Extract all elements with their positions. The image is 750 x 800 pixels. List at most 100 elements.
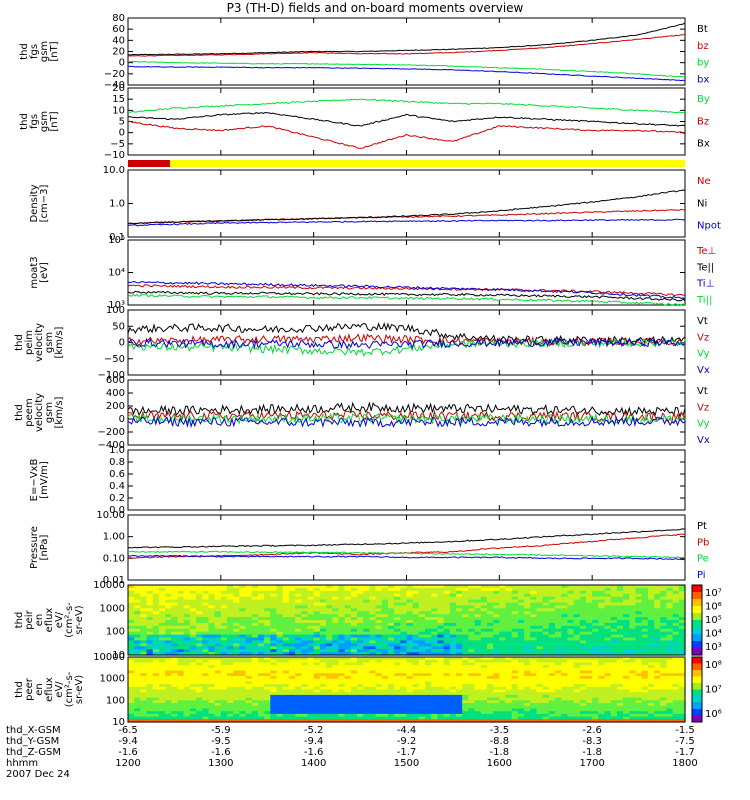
spectrogram-cell <box>251 694 259 699</box>
spectrogram-cell <box>437 599 445 604</box>
spectrogram-cell <box>660 662 668 666</box>
spectrogram-cell <box>431 684 439 688</box>
spectrogram-cell <box>313 625 321 630</box>
spectrogram-cell <box>363 614 370 618</box>
spectrogram-cell <box>672 708 680 712</box>
spectrogram-cell <box>493 631 500 636</box>
spectrogram-cell <box>449 631 457 636</box>
spectrogram-cell <box>474 599 482 604</box>
spectrogram-cell <box>369 662 377 666</box>
spectrogram-cell <box>270 692 278 696</box>
spectrogram-cell <box>561 640 569 644</box>
series-line-Pb <box>127 533 686 559</box>
spectrogram-cell <box>326 681 333 685</box>
spectrogram-cell <box>394 599 401 604</box>
legend-entry: Pt <box>697 521 707 532</box>
spectrogram-cell <box>264 620 271 624</box>
footer-tick-value: -1.5 <box>675 725 695 736</box>
spectrogram-cell <box>480 713 488 718</box>
spectrogram-cell <box>536 628 544 633</box>
spectrogram-cell <box>301 590 309 595</box>
spectrogram-cell <box>369 659 377 664</box>
spectrogram-cell <box>387 667 395 672</box>
spectrogram-cell <box>208 622 216 627</box>
spectrogram-cell <box>585 599 593 604</box>
legend-entry: Ti|| <box>696 295 712 306</box>
spectrogram-cell <box>338 670 346 674</box>
spectrogram-cell <box>468 614 476 618</box>
spectrogram-cell <box>251 697 259 701</box>
legend-entry: Ti⊥ <box>696 279 714 290</box>
spectrogram-cell <box>555 667 562 672</box>
spectrogram-cell <box>220 703 228 707</box>
spectrogram-cell <box>387 659 395 664</box>
spectrogram-cell <box>183 719 191 723</box>
spectrogram-cell <box>276 716 284 720</box>
spectrogram-cell <box>579 614 587 618</box>
spectrogram-cell <box>462 708 469 712</box>
spectrogram-cell <box>381 649 389 653</box>
colorbar-segment <box>692 604 702 607</box>
spectrogram-cell <box>189 596 197 601</box>
spectrogram-cell <box>307 657 315 661</box>
spectrogram-cell <box>610 640 618 644</box>
spectrogram-cell <box>245 605 253 609</box>
spectrogram-cell <box>530 692 538 696</box>
spectrogram-cell <box>524 625 531 630</box>
spectrogram-cell <box>394 620 401 624</box>
spectrogram-cell <box>276 599 284 604</box>
y-tick-label: 40 <box>112 35 125 46</box>
spectrogram-cell <box>369 646 377 650</box>
spectrogram-cell <box>128 673 135 677</box>
spectrogram-cell <box>375 719 383 723</box>
spectrogram-cell <box>468 649 476 653</box>
spectrogram-cell <box>257 652 265 656</box>
spectrogram-cell <box>276 713 284 718</box>
spectrogram-cell <box>189 673 197 677</box>
spectrogram-cell <box>257 585 265 589</box>
spectrogram-cell <box>678 692 686 696</box>
spectrogram-cell <box>406 628 414 633</box>
spectrogram-cell <box>542 673 550 677</box>
spectrogram-cell <box>257 716 265 720</box>
spectrogram-cell <box>251 620 259 624</box>
spectrogram-cell <box>214 667 222 672</box>
colorbar-frame <box>691 584 703 656</box>
spectrogram-cell <box>220 602 228 607</box>
spectrogram-cell <box>158 692 166 696</box>
spectrogram-cell <box>542 625 550 630</box>
spectrogram-cell <box>189 700 197 704</box>
spectrogram-cell <box>672 675 680 680</box>
spectrogram-cell <box>356 605 364 609</box>
spectrogram-cell <box>270 673 278 677</box>
spectrogram-cell <box>177 608 185 612</box>
spectrogram-cell <box>629 640 637 644</box>
spectrogram-cell <box>511 631 519 636</box>
spectrogram-cell <box>369 628 377 633</box>
spectrogram-cell <box>548 708 556 712</box>
spectrogram-cell <box>295 622 302 627</box>
spectrogram-cell <box>548 593 556 598</box>
spectrogram-cell <box>344 599 352 604</box>
spectrogram-cell <box>604 649 612 653</box>
spectrogram-cell <box>629 667 637 672</box>
spectrogram-cell <box>338 665 346 669</box>
spectrogram-cell <box>208 697 216 701</box>
spectrogram-cell <box>542 659 550 664</box>
spectrogram-cell <box>301 622 309 627</box>
spectrogram-cell <box>350 599 358 604</box>
spectrogram-cell <box>555 617 562 621</box>
spectrogram-cell <box>344 649 352 653</box>
spectrogram-cell <box>418 611 426 615</box>
spectrogram-cell <box>282 628 290 633</box>
spectrogram-cell <box>189 640 197 644</box>
spectrogram-cell <box>295 643 302 647</box>
spectrogram-cell <box>647 708 655 712</box>
spectrogram-cell <box>233 599 240 604</box>
spectrogram-cell <box>264 662 271 666</box>
spectrogram-cell <box>647 670 655 674</box>
spectrogram-cell <box>313 637 321 642</box>
spectrogram-cell <box>623 662 630 666</box>
spectrogram-cell <box>381 700 389 704</box>
y-tick-label: −200 <box>98 427 125 438</box>
